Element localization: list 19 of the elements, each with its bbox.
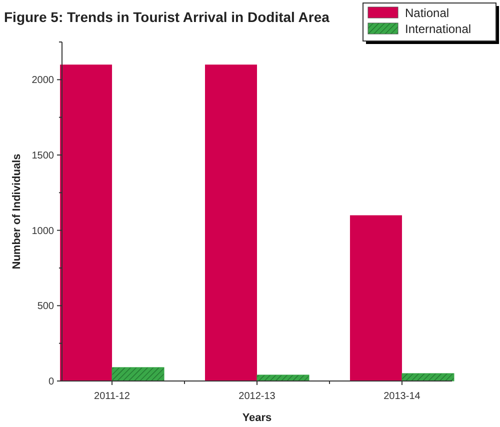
x-axis-title: Years: [242, 412, 272, 424]
bar: [402, 373, 454, 382]
legend-label: National: [405, 6, 450, 20]
x-tick-label: 2013-14: [384, 391, 421, 402]
y-axis-title: Number of Individuals: [11, 154, 23, 270]
x-tick-label: 2012-13: [238, 391, 276, 402]
bar: [205, 64, 257, 381]
y-tick-label: 1500: [32, 150, 54, 162]
y-tick-label: 1000: [32, 226, 54, 237]
bar: [60, 64, 112, 381]
y-tick-label: 500: [37, 301, 54, 312]
bar: [350, 215, 402, 381]
y-tick-label: 2000: [32, 75, 54, 86]
x-tick-label: 2011-12: [94, 391, 130, 402]
y-tick-label: 0: [48, 376, 54, 388]
chart-title: Figure 5: Trends in Tourist Arrival in Dodital Area: [4, 9, 330, 25]
legend-label: International: [405, 22, 472, 36]
bar: [256, 374, 310, 382]
bar: [112, 367, 164, 382]
